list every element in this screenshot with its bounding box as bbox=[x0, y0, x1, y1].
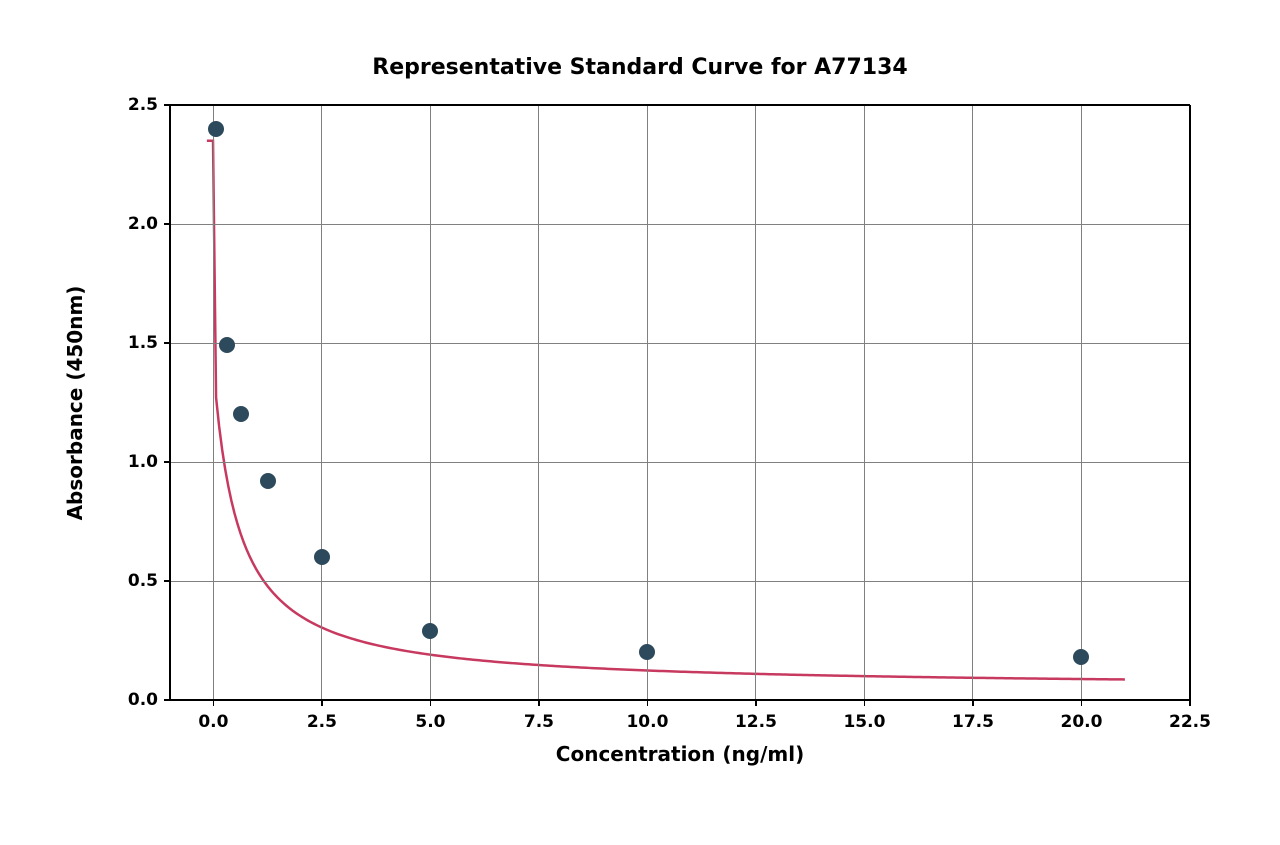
chart-title: Representative Standard Curve for A77134 bbox=[372, 55, 907, 80]
data-point bbox=[314, 549, 330, 565]
spine-top bbox=[170, 104, 1190, 106]
data-point bbox=[260, 473, 276, 489]
ytick-label: 2.5 bbox=[128, 95, 158, 115]
xtick bbox=[647, 700, 649, 706]
ytick bbox=[164, 104, 170, 106]
spine-right bbox=[1189, 105, 1191, 700]
ytick-label: 0.0 bbox=[128, 690, 158, 710]
ytick bbox=[164, 223, 170, 225]
ytick-label: 2.0 bbox=[128, 214, 158, 234]
xtick bbox=[864, 700, 866, 706]
xtick-label: 2.5 bbox=[307, 712, 337, 732]
xtick bbox=[321, 700, 323, 706]
grid-line-h bbox=[170, 343, 1190, 344]
x-axis-label: Concentration (ng/ml) bbox=[556, 742, 804, 766]
xtick bbox=[213, 700, 215, 706]
standard-curve-chart: Representative Standard Curve for A77134… bbox=[0, 0, 1280, 845]
data-point bbox=[208, 121, 224, 137]
grid-line-v bbox=[647, 105, 648, 700]
spine-left bbox=[169, 105, 171, 700]
ytick bbox=[164, 342, 170, 344]
xtick-label: 20.0 bbox=[1061, 712, 1103, 732]
xtick bbox=[538, 700, 540, 706]
grid-line-v bbox=[864, 105, 865, 700]
xtick bbox=[755, 700, 757, 706]
ytick bbox=[164, 461, 170, 463]
xtick-label: 10.0 bbox=[626, 712, 668, 732]
grid-line-v bbox=[972, 105, 973, 700]
xtick-label: 17.5 bbox=[952, 712, 994, 732]
ytick-label: 0.5 bbox=[128, 571, 158, 591]
data-point bbox=[639, 644, 655, 660]
grid-line-h bbox=[170, 224, 1190, 225]
data-point bbox=[422, 623, 438, 639]
data-point bbox=[219, 337, 235, 353]
plot-area bbox=[170, 105, 1190, 700]
ytick bbox=[164, 580, 170, 582]
xtick bbox=[1189, 700, 1191, 706]
grid-line-v bbox=[213, 105, 214, 700]
spine-bottom bbox=[170, 699, 1190, 701]
xtick-label: 0.0 bbox=[198, 712, 228, 732]
grid-line-v bbox=[755, 105, 756, 700]
xtick bbox=[972, 700, 974, 706]
xtick-label: 12.5 bbox=[735, 712, 777, 732]
xtick-label: 22.5 bbox=[1169, 712, 1211, 732]
grid-line-v bbox=[321, 105, 322, 700]
grid-line-h bbox=[170, 462, 1190, 463]
y-axis-label: Absorbance (450nm) bbox=[63, 285, 87, 520]
ytick-label: 1.5 bbox=[128, 333, 158, 353]
xtick-label: 15.0 bbox=[843, 712, 885, 732]
grid-line-h bbox=[170, 581, 1190, 582]
ytick-label: 1.0 bbox=[128, 452, 158, 472]
xtick-label: 7.5 bbox=[524, 712, 554, 732]
data-point bbox=[1073, 649, 1089, 665]
grid-line-v bbox=[538, 105, 539, 700]
xtick bbox=[1081, 700, 1083, 706]
grid-line-v bbox=[430, 105, 431, 700]
data-point bbox=[233, 406, 249, 422]
grid-line-v bbox=[1081, 105, 1082, 700]
ytick bbox=[164, 699, 170, 701]
xtick-label: 5.0 bbox=[415, 712, 445, 732]
xtick bbox=[430, 700, 432, 706]
